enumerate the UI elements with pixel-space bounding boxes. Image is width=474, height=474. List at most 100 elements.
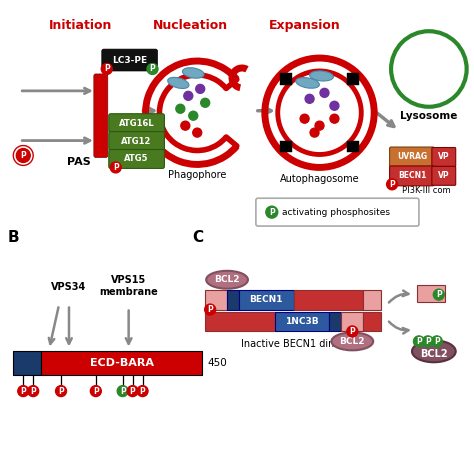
Circle shape — [205, 304, 216, 315]
FancyBboxPatch shape — [205, 290, 227, 310]
Circle shape — [55, 386, 66, 397]
Circle shape — [422, 336, 433, 347]
Text: Phagophore: Phagophore — [168, 170, 227, 180]
FancyBboxPatch shape — [280, 140, 292, 153]
Circle shape — [137, 386, 148, 397]
Text: VP: VP — [438, 153, 450, 162]
Text: 1NC3B: 1NC3B — [285, 317, 319, 326]
Text: BCL2: BCL2 — [339, 337, 365, 346]
Text: VP: VP — [438, 172, 450, 181]
FancyBboxPatch shape — [417, 285, 445, 301]
Text: Lysosome: Lysosome — [400, 111, 457, 121]
FancyBboxPatch shape — [13, 351, 41, 375]
Text: ATG16L: ATG16L — [119, 118, 155, 128]
Text: VPS15: VPS15 — [111, 275, 146, 285]
Circle shape — [413, 336, 424, 347]
Text: P: P — [425, 337, 431, 346]
Circle shape — [181, 121, 190, 130]
Text: P: P — [30, 387, 36, 396]
FancyBboxPatch shape — [94, 74, 108, 157]
Text: LC3-PE: LC3-PE — [112, 55, 147, 64]
Circle shape — [320, 88, 329, 97]
Ellipse shape — [412, 340, 456, 362]
Ellipse shape — [168, 77, 189, 89]
Text: P: P — [269, 208, 274, 217]
FancyBboxPatch shape — [109, 132, 164, 151]
FancyBboxPatch shape — [280, 73, 292, 85]
Text: P: P — [93, 387, 99, 396]
Text: P: P — [416, 337, 422, 346]
Circle shape — [189, 111, 198, 120]
Circle shape — [431, 336, 442, 347]
FancyBboxPatch shape — [294, 290, 363, 310]
Ellipse shape — [206, 271, 248, 289]
FancyBboxPatch shape — [363, 290, 381, 310]
FancyBboxPatch shape — [227, 290, 239, 310]
FancyBboxPatch shape — [432, 147, 456, 166]
Text: P: P — [20, 151, 26, 160]
Circle shape — [201, 98, 210, 107]
FancyBboxPatch shape — [205, 311, 275, 331]
Text: P: P — [349, 327, 355, 336]
Circle shape — [28, 386, 39, 397]
Text: VPS34: VPS34 — [51, 282, 87, 292]
Text: BECN1: BECN1 — [398, 172, 426, 181]
Circle shape — [117, 386, 128, 397]
FancyBboxPatch shape — [256, 198, 419, 226]
Circle shape — [330, 114, 339, 123]
Text: P: P — [140, 387, 146, 396]
Text: Inactive BECN1 dimer: Inactive BECN1 dimer — [241, 339, 348, 349]
Text: Autophagosome: Autophagosome — [280, 174, 359, 184]
FancyBboxPatch shape — [347, 140, 359, 153]
FancyBboxPatch shape — [341, 311, 363, 331]
Circle shape — [433, 289, 444, 300]
Circle shape — [147, 64, 158, 74]
Circle shape — [347, 326, 358, 337]
Text: membrane: membrane — [99, 287, 158, 297]
Text: P: P — [207, 305, 213, 314]
Text: B: B — [8, 230, 19, 245]
FancyBboxPatch shape — [275, 311, 329, 331]
Text: ATG5: ATG5 — [124, 155, 149, 164]
Circle shape — [305, 94, 314, 103]
Ellipse shape — [310, 71, 333, 81]
FancyBboxPatch shape — [239, 290, 294, 310]
Circle shape — [266, 206, 278, 218]
Text: Expansion: Expansion — [269, 19, 340, 32]
Text: UVRAG: UVRAG — [397, 153, 427, 162]
FancyBboxPatch shape — [390, 166, 434, 186]
FancyBboxPatch shape — [109, 149, 164, 168]
Text: ECD-BARA: ECD-BARA — [90, 358, 154, 368]
Text: P: P — [434, 337, 440, 346]
Text: P: P — [130, 387, 136, 396]
Circle shape — [193, 128, 202, 137]
Text: P: P — [113, 163, 118, 172]
Text: C: C — [192, 230, 203, 245]
Circle shape — [196, 84, 205, 93]
Text: P: P — [58, 387, 64, 396]
Ellipse shape — [296, 78, 319, 88]
Text: PAS: PAS — [67, 157, 91, 167]
FancyBboxPatch shape — [363, 311, 381, 331]
FancyBboxPatch shape — [390, 147, 434, 167]
FancyBboxPatch shape — [329, 311, 341, 331]
Circle shape — [184, 91, 193, 100]
FancyBboxPatch shape — [432, 166, 456, 185]
Text: PI3K-III com: PI3K-III com — [401, 186, 450, 195]
Text: P: P — [20, 387, 26, 396]
Circle shape — [18, 386, 29, 397]
Circle shape — [16, 148, 30, 163]
FancyBboxPatch shape — [109, 114, 164, 133]
Text: ATG12: ATG12 — [121, 137, 152, 146]
Text: BCL2: BCL2 — [214, 275, 240, 284]
Text: BECN1: BECN1 — [249, 295, 283, 304]
Circle shape — [315, 121, 324, 130]
Text: BCL2: BCL2 — [420, 349, 447, 359]
Ellipse shape — [331, 332, 373, 350]
Text: P: P — [104, 64, 109, 73]
Circle shape — [101, 64, 112, 74]
Text: Initiation: Initiation — [49, 19, 113, 32]
Text: P: P — [150, 64, 155, 73]
Circle shape — [110, 162, 121, 173]
Text: Nucleation: Nucleation — [153, 19, 228, 32]
